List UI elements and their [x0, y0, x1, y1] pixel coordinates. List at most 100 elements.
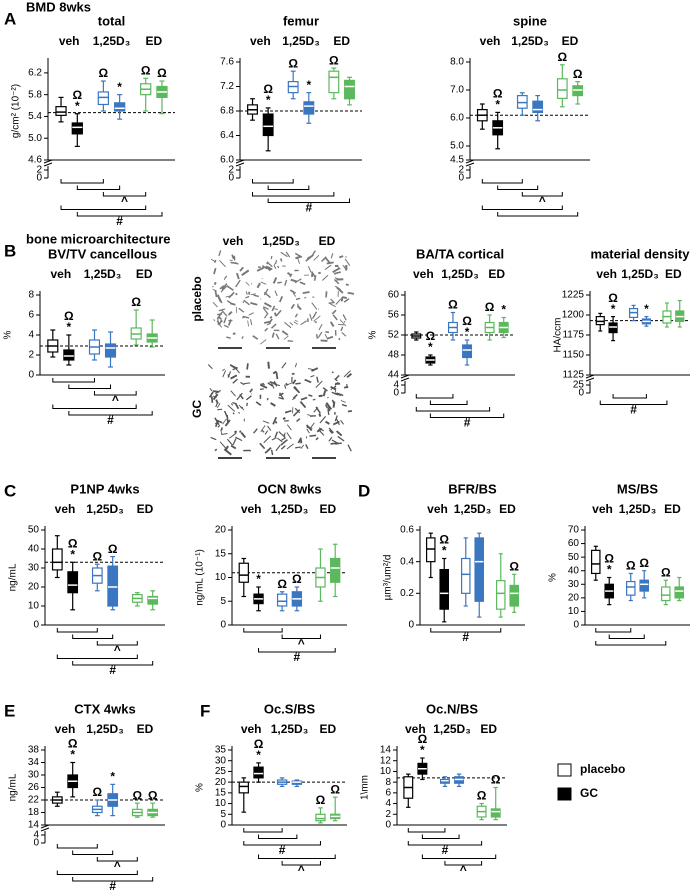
comparison-label: ^ — [112, 393, 119, 407]
significance-mark: Ω — [462, 314, 472, 328]
trabecula — [252, 335, 259, 340]
comparison-label: # — [305, 201, 312, 215]
trabecula — [347, 291, 355, 295]
trabecula — [260, 425, 266, 433]
trabecula — [343, 370, 351, 378]
trabecula — [318, 394, 323, 398]
y-tick-label: 0 — [573, 620, 579, 631]
y-tick-label: 7.0 — [450, 85, 464, 96]
trabecula — [315, 437, 319, 441]
trabecula — [246, 363, 249, 370]
significance-mark: * — [70, 547, 75, 561]
micrograph-row: placebo — [190, 276, 204, 321]
trabecula — [229, 364, 236, 369]
trabecula — [276, 437, 283, 443]
trabecula — [235, 292, 238, 296]
trabecula — [341, 332, 347, 337]
trabecula — [246, 402, 249, 407]
y-tick-label: 20 — [28, 582, 40, 593]
comparison-bracket — [281, 634, 321, 639]
trabecula — [272, 370, 277, 375]
trabecula — [248, 449, 252, 452]
trabecula — [271, 305, 276, 312]
trabecula — [275, 309, 282, 317]
trabecula — [223, 317, 227, 324]
comparison-bracket — [415, 394, 454, 399]
significance-mark: Ω — [288, 56, 298, 70]
trabecula — [260, 298, 262, 300]
trabecula — [230, 374, 238, 380]
trabecula — [320, 339, 328, 342]
comparison-bracket — [96, 857, 138, 862]
group-label: ED — [499, 502, 516, 516]
trabecula — [292, 409, 301, 417]
trabecula — [310, 271, 317, 279]
trabecula — [216, 419, 223, 424]
micrograph-column: ED — [319, 234, 336, 248]
group-label: 1,25D₃ — [282, 34, 320, 48]
y-tick-label: 5 — [220, 596, 226, 607]
trabecula — [286, 271, 293, 277]
trabecula — [209, 388, 213, 392]
trabecula — [304, 296, 307, 299]
axis-break — [235, 159, 245, 167]
y-tick-label: 0 — [33, 838, 39, 849]
trabecula — [304, 378, 312, 384]
trabecula — [280, 258, 283, 262]
significance-mark: Ω — [141, 64, 151, 78]
trabecula — [328, 427, 334, 434]
trabecula — [313, 315, 321, 322]
comparison-label: # — [464, 416, 471, 430]
trabecula — [336, 430, 343, 437]
trabecula — [339, 319, 347, 327]
y-tick-label: 4.5 — [450, 155, 464, 166]
box — [63, 349, 75, 361]
trabecula — [302, 291, 310, 295]
trabecula — [327, 409, 330, 415]
trabecula — [300, 396, 308, 401]
comparison-bracket — [258, 834, 298, 839]
y-tick-label: 25 — [215, 766, 227, 777]
trabecula — [337, 435, 345, 442]
box — [253, 766, 264, 779]
comparison-bracket — [252, 179, 294, 184]
trabecula — [270, 255, 273, 260]
significance-mark: Ω — [132, 788, 142, 802]
trabecula — [282, 416, 286, 421]
y-tick-label: 40 — [568, 565, 580, 576]
trabecula — [221, 283, 228, 290]
box — [556, 78, 568, 100]
trabecula — [299, 401, 307, 409]
y-tick-label: 8 — [385, 777, 391, 788]
chart-title: total — [98, 13, 125, 28]
trabecula — [267, 425, 272, 431]
panel-letter: A — [4, 9, 16, 28]
y-tick-label: 52 — [388, 330, 400, 341]
trabecula — [210, 396, 214, 403]
y-tick-label: 0.6 — [400, 525, 414, 536]
y-tick-label: 10 — [215, 798, 227, 809]
trabecula — [286, 432, 292, 440]
trabecula — [281, 362, 287, 369]
comparison-bracket — [444, 861, 483, 866]
trabecula — [221, 433, 228, 435]
trabecula — [327, 335, 334, 340]
trabecula — [290, 303, 295, 310]
box — [315, 813, 326, 822]
trabecula — [324, 264, 332, 271]
chart-title: MS/BS — [617, 481, 659, 496]
box — [439, 568, 450, 610]
trabecula — [270, 323, 277, 329]
chart-title: OCN 8wks — [257, 481, 321, 496]
significance-mark: Ω — [573, 67, 583, 81]
y-tick-label: 10 — [28, 601, 40, 612]
trabecula — [334, 415, 338, 422]
box — [328, 70, 340, 94]
significance-mark: Ω — [626, 559, 636, 573]
trabecula — [230, 261, 238, 265]
trabecula — [227, 404, 236, 412]
trabecula — [285, 251, 291, 258]
y-tick-label: 14 — [380, 745, 392, 756]
trabecula — [222, 418, 227, 425]
group-label: veh — [50, 267, 71, 281]
